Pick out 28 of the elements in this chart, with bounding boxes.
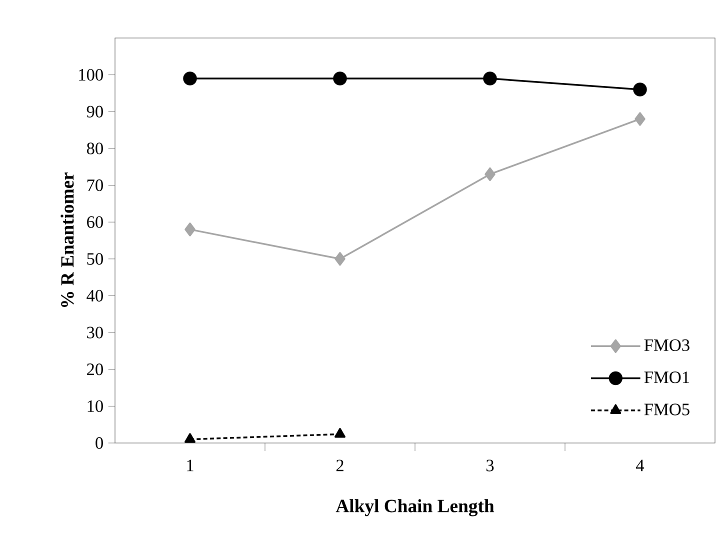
legend-label: FMO3 <box>644 339 690 352</box>
x-tick-label: 4 <box>636 460 644 472</box>
y-tick-label: 60 <box>87 216 103 228</box>
legend-label: FMO5 <box>644 404 690 416</box>
point <box>633 82 647 96</box>
legend-label: FMO1 <box>644 372 690 384</box>
y-tick-label: 70 <box>87 179 103 192</box>
y-tick-label: 0 <box>96 437 103 449</box>
point <box>333 72 347 86</box>
x-axis-title: Alkyl Chain Length <box>336 499 494 516</box>
point <box>334 252 346 266</box>
x-tick-label: 3 <box>486 460 494 472</box>
y-tick-label: 40 <box>86 290 103 302</box>
y-tick-label: 10 <box>88 400 103 412</box>
point <box>634 112 646 126</box>
y-tick-label: 20 <box>87 364 103 376</box>
y-tick-label: 80 <box>86 142 103 154</box>
point <box>484 167 496 182</box>
x-tick-label: 2 <box>336 460 344 472</box>
y-tick-label: 100 <box>79 68 103 81</box>
point <box>183 72 197 86</box>
y-tick-label: 30 <box>87 326 103 338</box>
y-tick-label: 50 <box>87 253 103 265</box>
x-tick-label: 1 <box>187 460 194 472</box>
y-axis-title: % R Enantiomer <box>60 172 74 308</box>
point <box>184 222 196 236</box>
y-tick-label: 90 <box>86 106 103 118</box>
point <box>483 72 497 86</box>
